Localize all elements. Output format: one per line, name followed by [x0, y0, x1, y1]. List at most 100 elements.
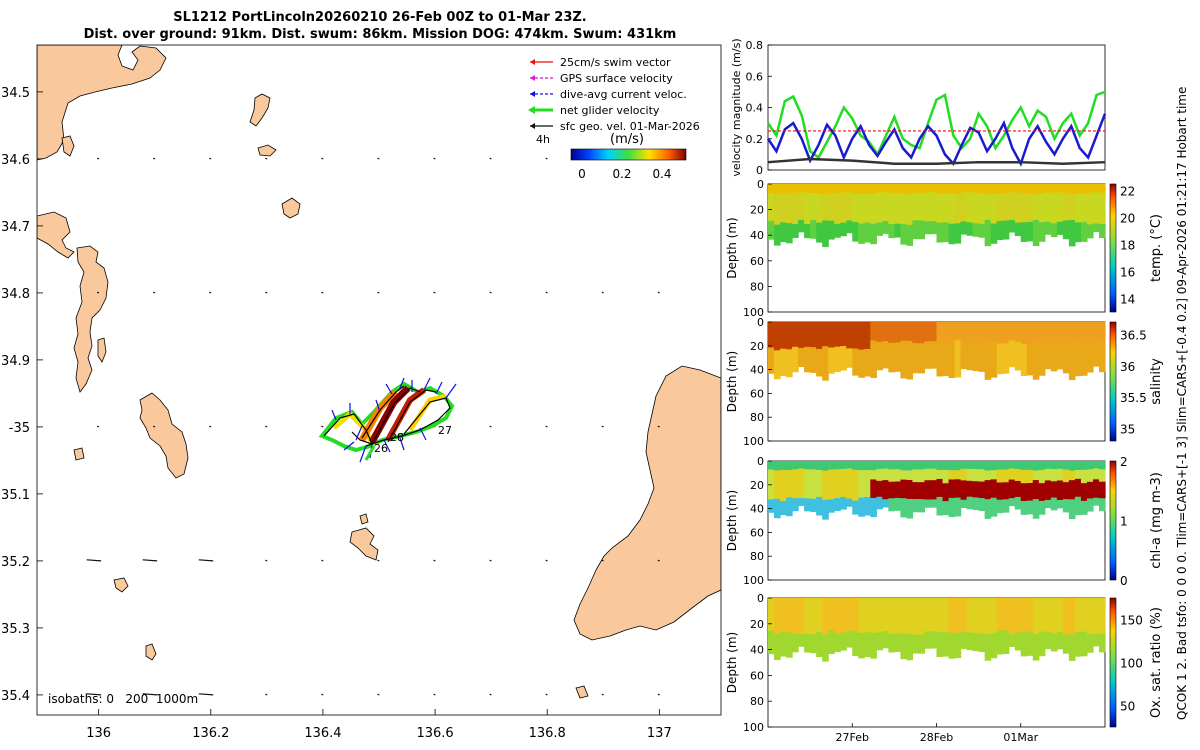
section-cell	[768, 197, 775, 203]
section-cell	[1068, 644, 1076, 651]
section-cell	[996, 211, 1004, 217]
section-cell	[1086, 224, 1094, 230]
section-cell	[966, 213, 974, 219]
section-cell	[810, 330, 817, 336]
section-cell	[852, 474, 859, 480]
section-cell	[1002, 364, 1010, 370]
section-cell	[936, 184, 944, 190]
section-cell	[834, 367, 841, 372]
section-cell	[1038, 217, 1046, 223]
section-cell	[984, 214, 992, 221]
section-cell	[900, 209, 908, 215]
section-cell	[1026, 352, 1034, 358]
section-cell	[828, 220, 835, 226]
section-cell	[798, 475, 805, 481]
section-y-tick: 100	[743, 721, 764, 734]
section-cell	[828, 229, 835, 236]
section-cell	[798, 501, 805, 507]
section-cell	[1044, 480, 1052, 485]
section-cell	[816, 465, 823, 471]
section-cell	[1098, 502, 1106, 508]
section-cell	[864, 357, 871, 364]
section-cell	[882, 614, 889, 620]
section-cell	[1044, 623, 1052, 629]
section-cell	[894, 473, 901, 479]
section-cell	[900, 603, 908, 609]
section-cell	[780, 212, 787, 219]
section-cell	[834, 192, 841, 198]
section-cell	[774, 345, 781, 351]
section-cell	[822, 504, 829, 510]
section-cell	[936, 371, 944, 377]
section-cell	[978, 477, 986, 483]
section-cell	[1008, 479, 1016, 484]
section-cell	[1074, 357, 1082, 363]
section-cell	[1080, 335, 1088, 341]
geo-arrow	[198, 693, 214, 696]
section-cell	[1038, 500, 1046, 506]
section-cell	[924, 495, 932, 501]
section-cell	[798, 479, 805, 484]
section-cell	[972, 197, 980, 202]
section-cell	[882, 639, 889, 645]
section-cell	[948, 238, 956, 245]
section-cell	[798, 634, 805, 639]
section-cell	[1074, 487, 1082, 493]
section-cell	[966, 628, 974, 634]
section-cell	[792, 201, 799, 207]
section-cell	[930, 614, 938, 620]
section-cell	[1014, 496, 1022, 502]
section-cell	[858, 511, 865, 517]
section-cell	[1074, 198, 1082, 204]
section-cell	[948, 349, 956, 355]
section-cell	[906, 374, 914, 380]
section-cell	[822, 230, 829, 237]
section-cell	[876, 464, 883, 470]
section-cell	[852, 650, 859, 657]
colorbar-tick: 22	[1120, 185, 1135, 199]
section-cell	[990, 322, 998, 328]
section-cell	[840, 645, 847, 651]
section-cell	[966, 632, 974, 638]
section-cell	[1038, 226, 1046, 233]
section-cell	[1092, 351, 1100, 356]
section-cell	[1074, 232, 1082, 238]
section-cell	[960, 349, 968, 354]
section-cell	[846, 196, 853, 201]
section-cell	[876, 329, 883, 335]
section-cell	[894, 461, 901, 466]
section-cell	[822, 645, 829, 652]
section-cell	[942, 631, 950, 638]
section-cell	[768, 334, 775, 340]
section-y-tick: 20	[750, 340, 764, 353]
section-cell	[1062, 639, 1070, 645]
section-cell	[792, 489, 799, 495]
section-cell	[996, 193, 1004, 199]
section-cell	[984, 639, 992, 646]
section-cell	[1044, 492, 1052, 497]
section-cell	[1008, 336, 1016, 342]
section-cell	[1062, 490, 1070, 496]
section-cell	[930, 468, 938, 474]
section-cell	[828, 234, 835, 240]
section-cell	[930, 345, 938, 350]
section-cell	[960, 221, 968, 227]
section-cell	[1020, 607, 1028, 614]
section-cell	[1002, 473, 1010, 479]
section-cell	[900, 653, 908, 660]
section-cell	[996, 649, 1004, 655]
section-cell	[960, 635, 968, 641]
section-cell	[1008, 215, 1016, 221]
section-cell	[852, 226, 859, 233]
section-cell	[918, 188, 926, 194]
section-cell	[996, 495, 1004, 501]
section-cell	[1038, 626, 1046, 633]
section-cell	[930, 491, 938, 497]
section-cell	[1050, 232, 1058, 238]
section-cell	[990, 335, 998, 341]
section-cell	[876, 209, 883, 215]
section-cell	[1080, 207, 1088, 214]
section-cell	[852, 636, 859, 642]
section-cell	[888, 485, 895, 491]
